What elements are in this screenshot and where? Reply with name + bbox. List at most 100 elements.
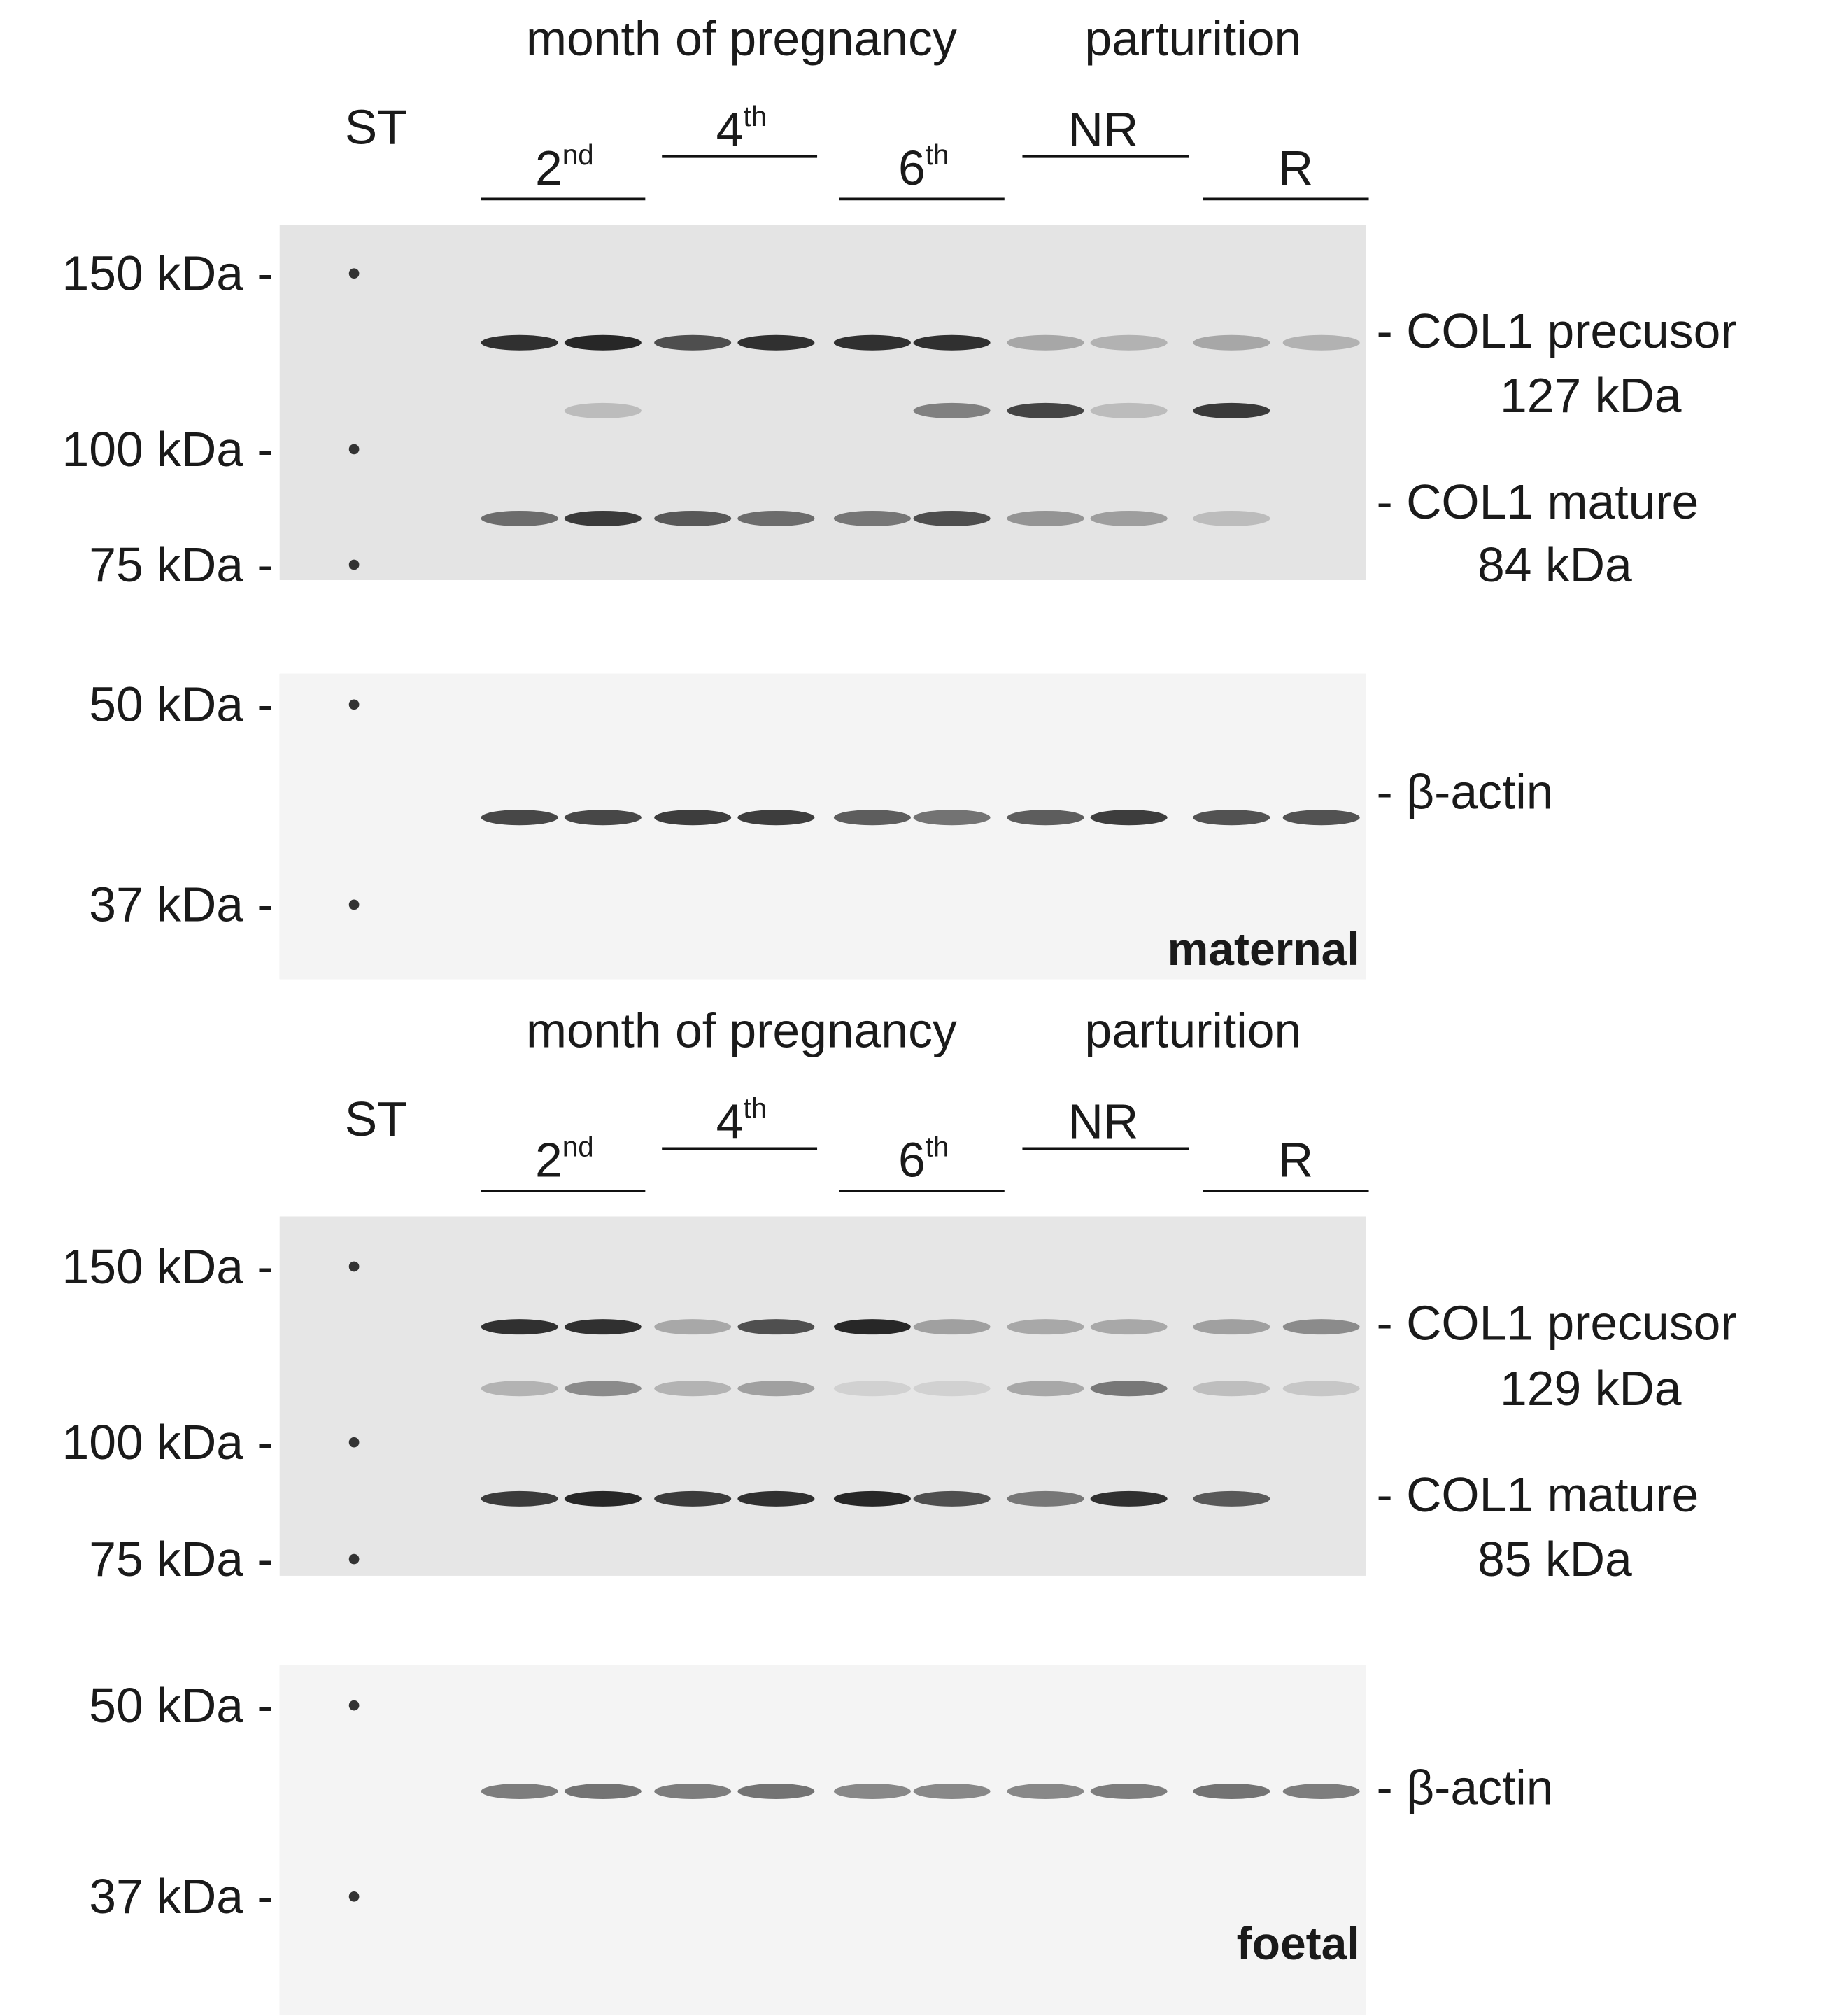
band: [1193, 1381, 1270, 1397]
band-size: 129 kDa: [1500, 1361, 1682, 1416]
marker-label: 150 kDa -: [62, 1239, 274, 1294]
band: [737, 1783, 815, 1799]
band: [481, 810, 558, 826]
marker-label: 37 kDa -: [89, 1869, 273, 1924]
marker-label: 100 kDa -: [62, 422, 274, 477]
group-base: 2: [535, 141, 562, 195]
band-size: 127 kDa: [1500, 368, 1682, 423]
lane-group-label: NR: [1068, 102, 1139, 157]
ladder-dot: [348, 559, 360, 570]
group-sup: th: [743, 100, 767, 132]
band: [1007, 1783, 1084, 1799]
band: [481, 1490, 558, 1507]
marker-label: 75 kDa -: [89, 1532, 273, 1586]
band: [1282, 810, 1360, 826]
band-size: 84 kDa: [1478, 537, 1632, 592]
band: [564, 402, 642, 418]
group-base: 6: [898, 141, 926, 195]
band: [913, 1783, 991, 1799]
band: [1193, 1319, 1270, 1335]
ladder-dot: [348, 444, 360, 455]
band: [1193, 1783, 1270, 1799]
group-base: 2: [535, 1133, 562, 1187]
band: [1193, 1490, 1270, 1507]
band: [1007, 334, 1084, 351]
band: [833, 334, 911, 351]
band: [654, 1381, 732, 1397]
band: [654, 1319, 732, 1335]
ladder-dot: [348, 1700, 360, 1711]
group-base: NR: [1068, 1094, 1139, 1149]
band: [913, 1381, 991, 1397]
band: [913, 510, 991, 526]
blot-membrane-tint: [279, 673, 1366, 980]
band: [833, 1490, 911, 1507]
band: [1090, 1490, 1168, 1507]
group-sup: th: [926, 139, 949, 171]
lane-group-label: R: [1278, 141, 1313, 195]
marker-label: 150 kDa -: [62, 246, 274, 301]
group-base: R: [1278, 1133, 1313, 1187]
band: [1282, 1783, 1360, 1799]
band: [1090, 810, 1168, 826]
header-parturition: parturition: [1084, 11, 1301, 66]
lane-group-label: 2nd: [535, 139, 594, 195]
panel-label: maternal: [1168, 923, 1360, 975]
band-label: - COL1 precusor: [1377, 1296, 1737, 1351]
group-base: 6: [898, 1133, 926, 1187]
blot-membrane-tint: [279, 1665, 1366, 2015]
band: [737, 810, 815, 826]
marker-label: 50 kDa -: [89, 1678, 273, 1733]
band: [654, 1783, 732, 1799]
band: [833, 1381, 911, 1397]
ladder-dot: [348, 1437, 360, 1448]
band: [913, 1490, 991, 1507]
band-label: - β-actin: [1377, 764, 1554, 819]
band: [1193, 334, 1270, 351]
lane-group-label: 4th: [716, 1092, 767, 1148]
band: [481, 334, 558, 351]
lane-group-label: R: [1278, 1133, 1313, 1187]
band: [564, 810, 642, 826]
band: [1282, 1319, 1360, 1335]
band: [737, 334, 815, 351]
band: [1090, 1783, 1168, 1799]
band: [737, 1381, 815, 1397]
band: [481, 1319, 558, 1335]
header-parturition: parturition: [1084, 1003, 1301, 1057]
ladder-dot: [348, 1261, 360, 1272]
band: [564, 1381, 642, 1397]
band: [833, 1319, 911, 1335]
ladder-dot: [348, 699, 360, 710]
band: [1090, 334, 1168, 351]
blot-membrane: [279, 1216, 1366, 1576]
band: [1007, 1490, 1084, 1507]
band-label: - β-actin: [1377, 1760, 1554, 1814]
blot-membrane: [279, 225, 1366, 580]
band: [481, 510, 558, 526]
band: [564, 1783, 642, 1799]
band: [1193, 810, 1270, 826]
group-base: NR: [1068, 102, 1139, 157]
group-base: 4: [716, 1094, 744, 1149]
lane-group-label: 2nd: [535, 1130, 594, 1187]
band: [1007, 1319, 1084, 1335]
group-sup: nd: [562, 1130, 594, 1162]
band: [1090, 510, 1168, 526]
ladder-dot: [348, 899, 360, 910]
band-size: 85 kDa: [1478, 1532, 1632, 1586]
band: [1282, 334, 1360, 351]
standard-lane-label: ST: [345, 100, 407, 155]
band: [913, 1319, 991, 1335]
ladder-dot: [348, 1891, 360, 1902]
band: [737, 1319, 815, 1335]
band: [1007, 810, 1084, 826]
band: [1193, 510, 1270, 526]
group-sup: th: [926, 1130, 949, 1162]
header-month: month of pregnancy: [526, 11, 957, 66]
band: [833, 810, 911, 826]
group-base: 4: [716, 102, 744, 157]
